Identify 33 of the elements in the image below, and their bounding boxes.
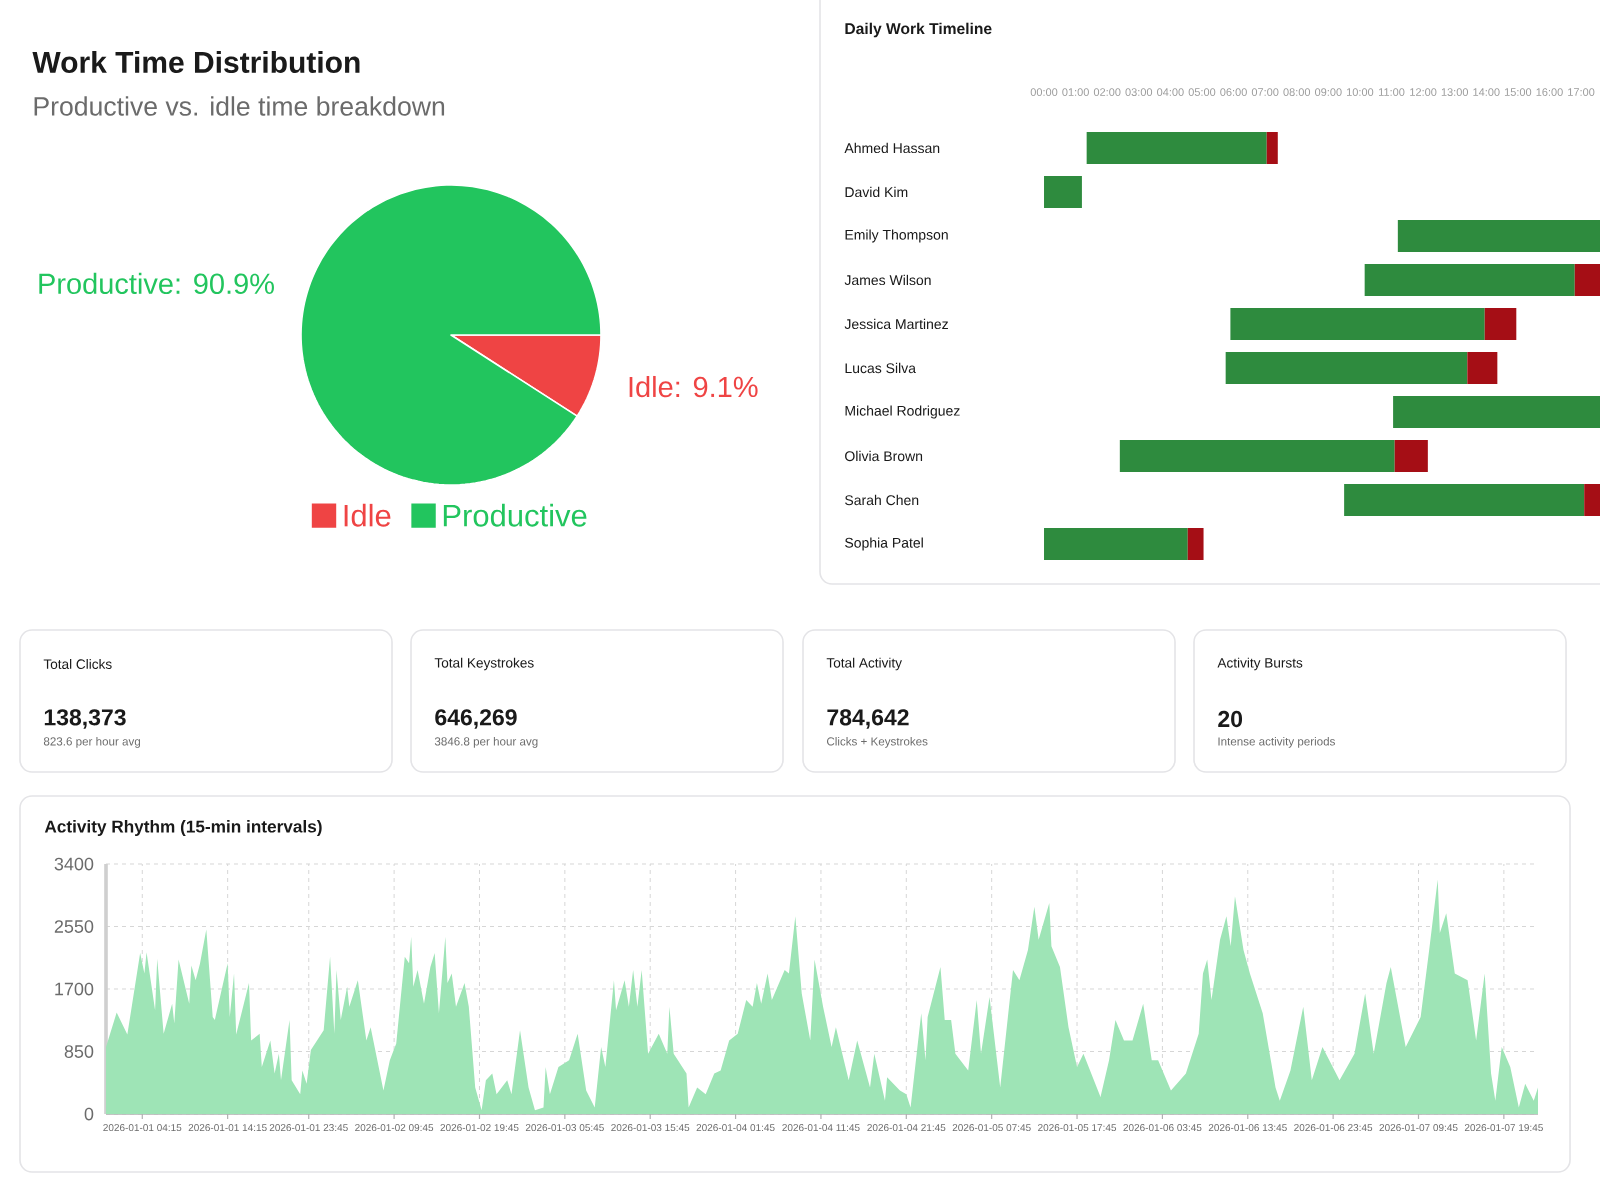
- bar: [1230, 307, 1485, 341]
- text: 138,373: [44, 709, 126, 729]
- chart-title: Work Time Distribution: [32, 50, 360, 73]
- legend-label: Idle: [344, 503, 391, 527]
- y-tick-label: 850: [64, 1045, 94, 1058]
- text: 784,642: [827, 709, 909, 729]
- bar: [1484, 307, 1517, 341]
- data-label: Idle: 9.1%: [629, 375, 758, 398]
- bar: [1187, 527, 1204, 561]
- bar: [1344, 483, 1585, 517]
- text: 20: [1218, 710, 1243, 728]
- bar: [1574, 263, 1600, 297]
- bar: [1467, 351, 1498, 385]
- bar: [1397, 219, 1600, 253]
- chart-title: Activity Rhythm (15-min intervals): [44, 819, 322, 836]
- bar: [1044, 527, 1188, 561]
- bar: [1364, 263, 1575, 297]
- bar: [1584, 483, 1600, 517]
- bar: [1394, 439, 1428, 473]
- y-tick-label: 1700: [55, 982, 94, 996]
- y-tick-label: 3400: [54, 857, 94, 871]
- bar: [1225, 351, 1468, 385]
- bar: [1393, 395, 1600, 429]
- y-tick-label: 0: [84, 1107, 94, 1121]
- chart-subtitle: Productive vs. idle time breakdown: [34, 96, 445, 116]
- bar: [1266, 131, 1278, 165]
- bar: [1086, 131, 1267, 165]
- bar: [1119, 439, 1395, 473]
- text: 646,269: [435, 709, 517, 729]
- legend-label: Productive: [443, 503, 587, 527]
- data-label: Productive: 90.9%: [39, 272, 274, 295]
- y-tick-label: 2550: [54, 920, 94, 933]
- bar: [1044, 175, 1082, 209]
